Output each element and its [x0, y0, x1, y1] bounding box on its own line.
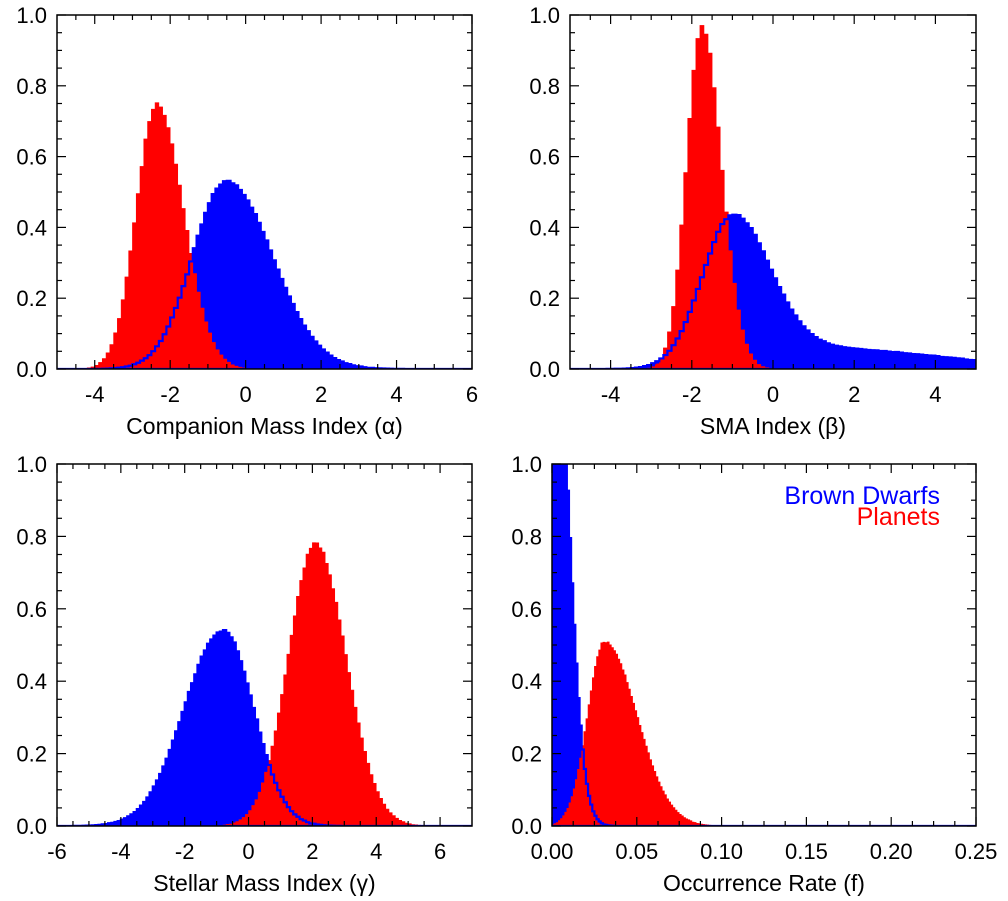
panel-companion-mass-index: -4 -2 0 2 4 6 0.0 0.2 0.4 0.6 0.8 1.0 Companion Mass…	[16, 3, 478, 439]
y-tick-label: 0.4	[16, 215, 47, 240]
bars	[57, 102, 472, 369]
histogram-planets	[57, 102, 472, 369]
panel-stellar-mass-index: -6 -4 -2 0 2 4 6 0.0 0.2 0.4 0.6 0.8 1.0 Stellar Mass…	[16, 452, 473, 896]
y-tick-label: 0.2	[529, 286, 560, 311]
x-tick-label: 0.10	[700, 839, 743, 864]
histogram-brown-dwarfs	[570, 214, 976, 369]
x-tick-label: 0.25	[955, 839, 998, 864]
y-tick-label: 0.8	[529, 74, 560, 99]
x-tick-label: 0.00	[531, 839, 574, 864]
x-axis-label: Companion Mass Index (α)	[126, 413, 403, 439]
bars	[570, 25, 976, 369]
y-tick-label: 1.0	[511, 452, 542, 477]
x-tick-label: -2	[160, 382, 180, 407]
histogram-outline-brown-dwarfs	[570, 213, 976, 369]
x-tick-label: 0	[240, 382, 252, 407]
y-tick-label: 0.4	[529, 215, 560, 240]
x-tick-label: 6	[466, 382, 478, 407]
ticks	[570, 14, 976, 370]
histogram-planets	[552, 641, 976, 826]
x-axis-label: Stellar Mass Index (γ)	[153, 870, 375, 896]
x-tick-label: -4	[111, 839, 131, 864]
y-tick-label: 0.6	[511, 597, 542, 622]
x-tick-label: 6	[434, 839, 446, 864]
legend-entry-brown-dwarfs: Brown Dwarfs	[784, 482, 940, 510]
x-tick-label: -4	[601, 382, 621, 407]
y-tick-label: 0.8	[16, 524, 47, 549]
y-tick-label: 0.8	[16, 74, 47, 99]
panel-sma-index: -4 -2 0 2 4 0.0 0.2 0.4 0.6 0.8 1.0 SMA Index (β)	[529, 3, 977, 439]
x-tick-label: 0	[242, 839, 254, 864]
histogram-planets	[57, 542, 472, 826]
ticks	[551, 463, 977, 827]
x-tick-label: 4	[390, 382, 402, 407]
y-tick-label: 0.0	[16, 357, 47, 382]
bars	[552, 464, 976, 826]
y-tick-label: 0.8	[511, 524, 542, 549]
y-tick-label: 1.0	[529, 3, 560, 28]
x-tick-label: 0.05	[615, 839, 658, 864]
y-tick-label: 0.4	[511, 669, 542, 694]
x-tick-label: 0.20	[870, 839, 913, 864]
y-tick-label: 0.6	[16, 597, 47, 622]
y-tick-label: 0.0	[16, 814, 47, 839]
panel-occurrence-rate: 0.00 0.05 0.10 0.15 0.20 0.25 0.0 0.2 0.4 0.6 0.8 1…	[511, 452, 997, 896]
x-tick-label: -6	[47, 839, 67, 864]
x-tick-label: 2	[306, 839, 318, 864]
y-tick-label: 0.4	[16, 669, 47, 694]
x-tick-label: -2	[175, 839, 195, 864]
ticks	[56, 463, 472, 827]
legend-entry-planets: Planets	[857, 503, 940, 531]
x-tick-label: 4	[929, 382, 941, 407]
y-tick-label: 0.2	[16, 742, 47, 767]
x-tick-label: 0.15	[785, 839, 828, 864]
x-axis-label: Occurrence Rate (f)	[663, 870, 865, 896]
x-tick-label: -4	[85, 382, 105, 407]
y-tick-label: 0.6	[529, 145, 560, 170]
x-tick-label: 4	[370, 839, 382, 864]
x-tick-label: -2	[682, 382, 702, 407]
x-axis-label: SMA Index (β)	[700, 413, 846, 439]
y-tick-label: 1.0	[16, 3, 47, 28]
y-tick-label: 0.0	[511, 814, 542, 839]
y-tick-label: 0.2	[511, 742, 542, 767]
y-tick-label: 0.6	[16, 145, 47, 170]
x-tick-label: 2	[848, 382, 860, 407]
x-tick-label: 2	[315, 382, 327, 407]
y-tick-label: 1.0	[16, 452, 47, 477]
ticks	[57, 14, 473, 370]
bars	[57, 542, 472, 826]
histogram-outline-brown-dwarfs	[552, 464, 976, 826]
y-tick-label: 0.0	[529, 357, 560, 382]
x-tick-label: 0	[767, 382, 779, 407]
y-tick-label: 0.2	[16, 286, 47, 311]
